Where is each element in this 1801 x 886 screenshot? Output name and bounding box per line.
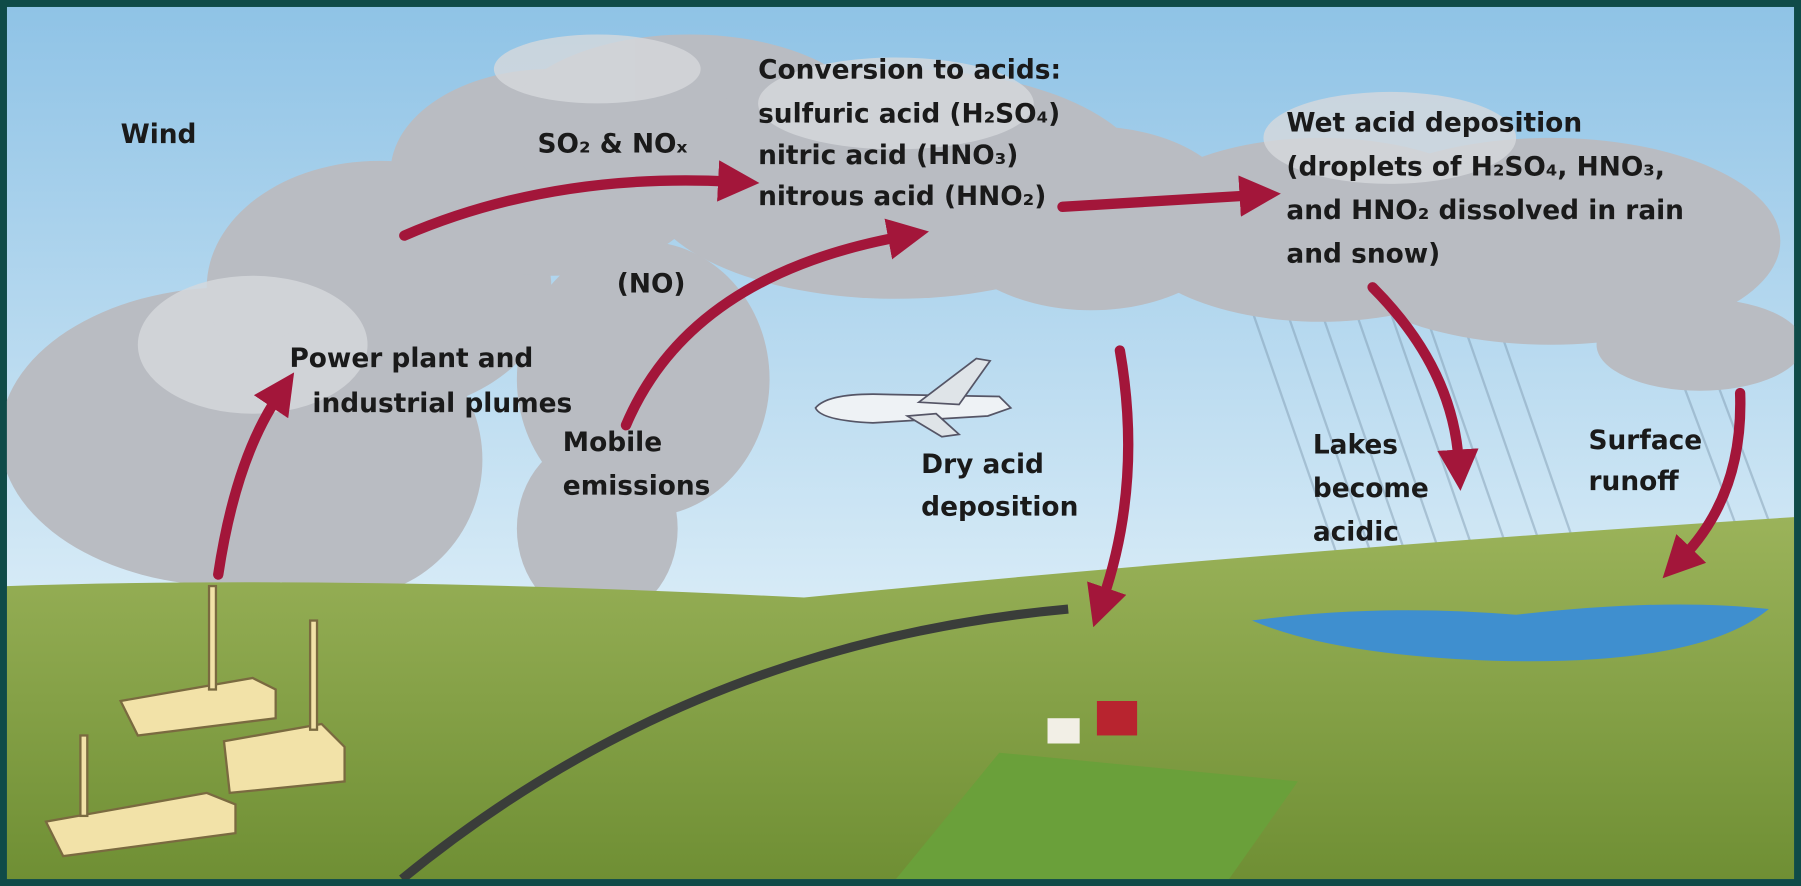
label: emissions xyxy=(563,471,711,502)
label: nitrous acid (HNO₂) xyxy=(758,181,1046,212)
barn xyxy=(1097,701,1137,735)
label: Power plant and xyxy=(289,343,533,374)
acid-deposition-diagram: Wind SO₂ & NOₓ (NO) Conversion to acids:… xyxy=(0,0,1801,886)
label: Mobile xyxy=(563,427,662,458)
label: Wind xyxy=(121,119,197,150)
label: Lakes xyxy=(1313,429,1398,460)
label: SO₂ & NOₓ xyxy=(538,128,688,159)
label: acidic xyxy=(1313,517,1399,548)
label: become xyxy=(1313,473,1429,504)
label: (NO) xyxy=(617,268,686,299)
label: and HNO₂ dissolved in rain xyxy=(1286,195,1684,226)
label: deposition xyxy=(921,491,1078,522)
label: Surface xyxy=(1589,425,1703,456)
label: Conversion to acids: xyxy=(758,55,1061,86)
label: industrial plumes xyxy=(312,388,572,419)
page: {"labels": { "wind": "Wind", "emissions_… xyxy=(0,0,1801,886)
label: (droplets of H₂SO₄, HNO₃, xyxy=(1286,151,1664,182)
label: Wet acid deposition xyxy=(1286,108,1582,139)
label: Dry acid xyxy=(921,449,1044,480)
house xyxy=(1048,718,1080,743)
label: runoff xyxy=(1589,466,1680,497)
label: and snow) xyxy=(1286,239,1440,270)
label: sulfuric acid (H₂SO₄) xyxy=(758,98,1060,129)
label: nitric acid (HNO₃) xyxy=(758,140,1018,171)
